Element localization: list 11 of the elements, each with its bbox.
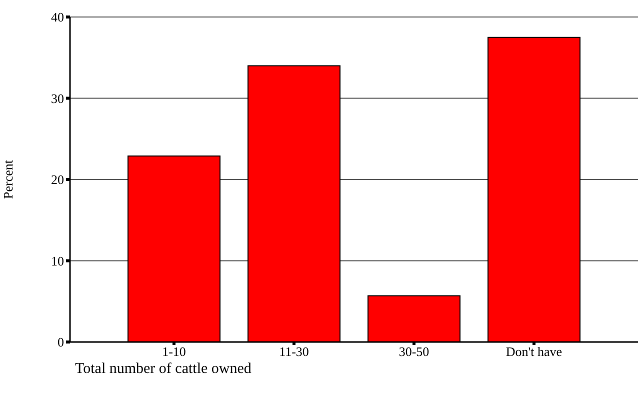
y-tick-label: 30 [51, 90, 64, 106]
y-tick-label: 20 [51, 172, 64, 188]
y-tick-label: 0 [58, 334, 64, 350]
y-tick-label: 40 [51, 10, 64, 25]
x-tick-label: 1-10 [162, 344, 186, 360]
x-tick-label: 30-50 [398, 344, 430, 360]
x-axis-title: Total number of cattle owned [75, 361, 252, 378]
x-tick-label: 11-30 [279, 344, 309, 360]
y-axis-title: Percent [0, 160, 16, 199]
x-tick-label: Don't have [506, 344, 562, 360]
y-tick-label: 10 [51, 253, 64, 268]
